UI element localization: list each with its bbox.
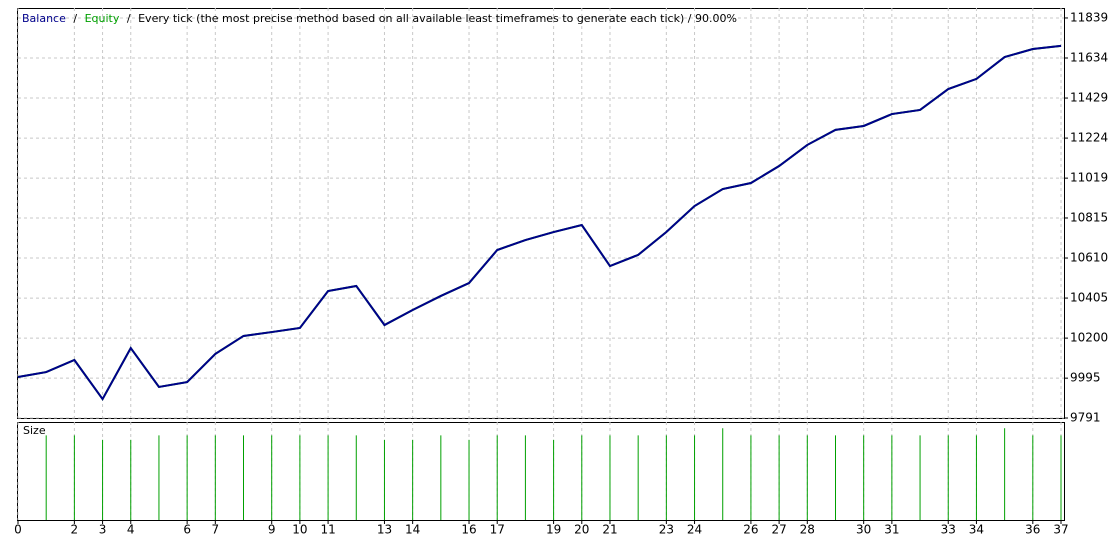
legend-equity: Equity: [85, 12, 120, 25]
x-tick-label: 7: [212, 523, 220, 537]
y-tick-label: 11839: [1070, 10, 1108, 24]
x-tick-label: 14: [405, 523, 420, 537]
x-tick-label: 4: [127, 523, 135, 537]
y-tick-label: 11019: [1070, 171, 1108, 185]
x-tick-label: 0: [14, 523, 22, 537]
size-panel: [17, 422, 1065, 521]
y-tick-label: 10200: [1070, 331, 1108, 345]
x-tick-label: 23: [659, 523, 674, 537]
y-tick-label: 11429: [1070, 91, 1108, 105]
x-tick-label: 28: [800, 523, 815, 537]
x-tick-label: 11: [320, 523, 335, 537]
size-title: Size: [23, 424, 46, 437]
x-tick-label: 21: [602, 523, 617, 537]
x-tick-label: 13: [377, 523, 392, 537]
x-tick-label: 20: [574, 523, 589, 537]
legend-balance: Balance: [22, 12, 66, 25]
main-panel: [17, 8, 1065, 419]
x-tick-label: 2: [71, 523, 79, 537]
x-tick-label: 26: [743, 523, 758, 537]
x-tick-label: 24: [687, 523, 702, 537]
y-tick-label: 9791: [1070, 411, 1101, 425]
x-tick-label: 6: [183, 523, 191, 537]
y-tick-label: 11634: [1070, 51, 1108, 65]
y-tick-label: 11224: [1070, 131, 1108, 145]
separator: /: [73, 12, 77, 25]
x-tick-label: 37: [1053, 523, 1068, 537]
y-tick-label: 9995: [1070, 371, 1101, 385]
y-tick-label: 10815: [1070, 210, 1108, 224]
y-tick-label: 10610: [1070, 251, 1108, 265]
header: Balance / Equity / Every tick (the most …: [22, 12, 737, 25]
x-tick-label: 3: [99, 523, 107, 537]
test-mode: Every tick (the most precise method base…: [138, 12, 737, 25]
x-tick-label: 27: [771, 523, 786, 537]
x-tick-label: 19: [546, 523, 561, 537]
series-line: [17, 44, 1062, 401]
x-tick-label: 30: [856, 523, 871, 537]
x-tick-label: 17: [490, 523, 505, 537]
x-tick-label: 33: [941, 523, 956, 537]
x-tick-label: 9: [268, 523, 276, 537]
x-tick-label: 36: [1025, 523, 1040, 537]
x-tick-label: 34: [969, 523, 984, 537]
x-tick-label: 31: [884, 523, 899, 537]
y-tick-label: 10405: [1070, 291, 1108, 305]
separator: /: [127, 12, 131, 25]
x-tick-label: 10: [292, 523, 307, 537]
x-tick-label: 16: [461, 523, 476, 537]
